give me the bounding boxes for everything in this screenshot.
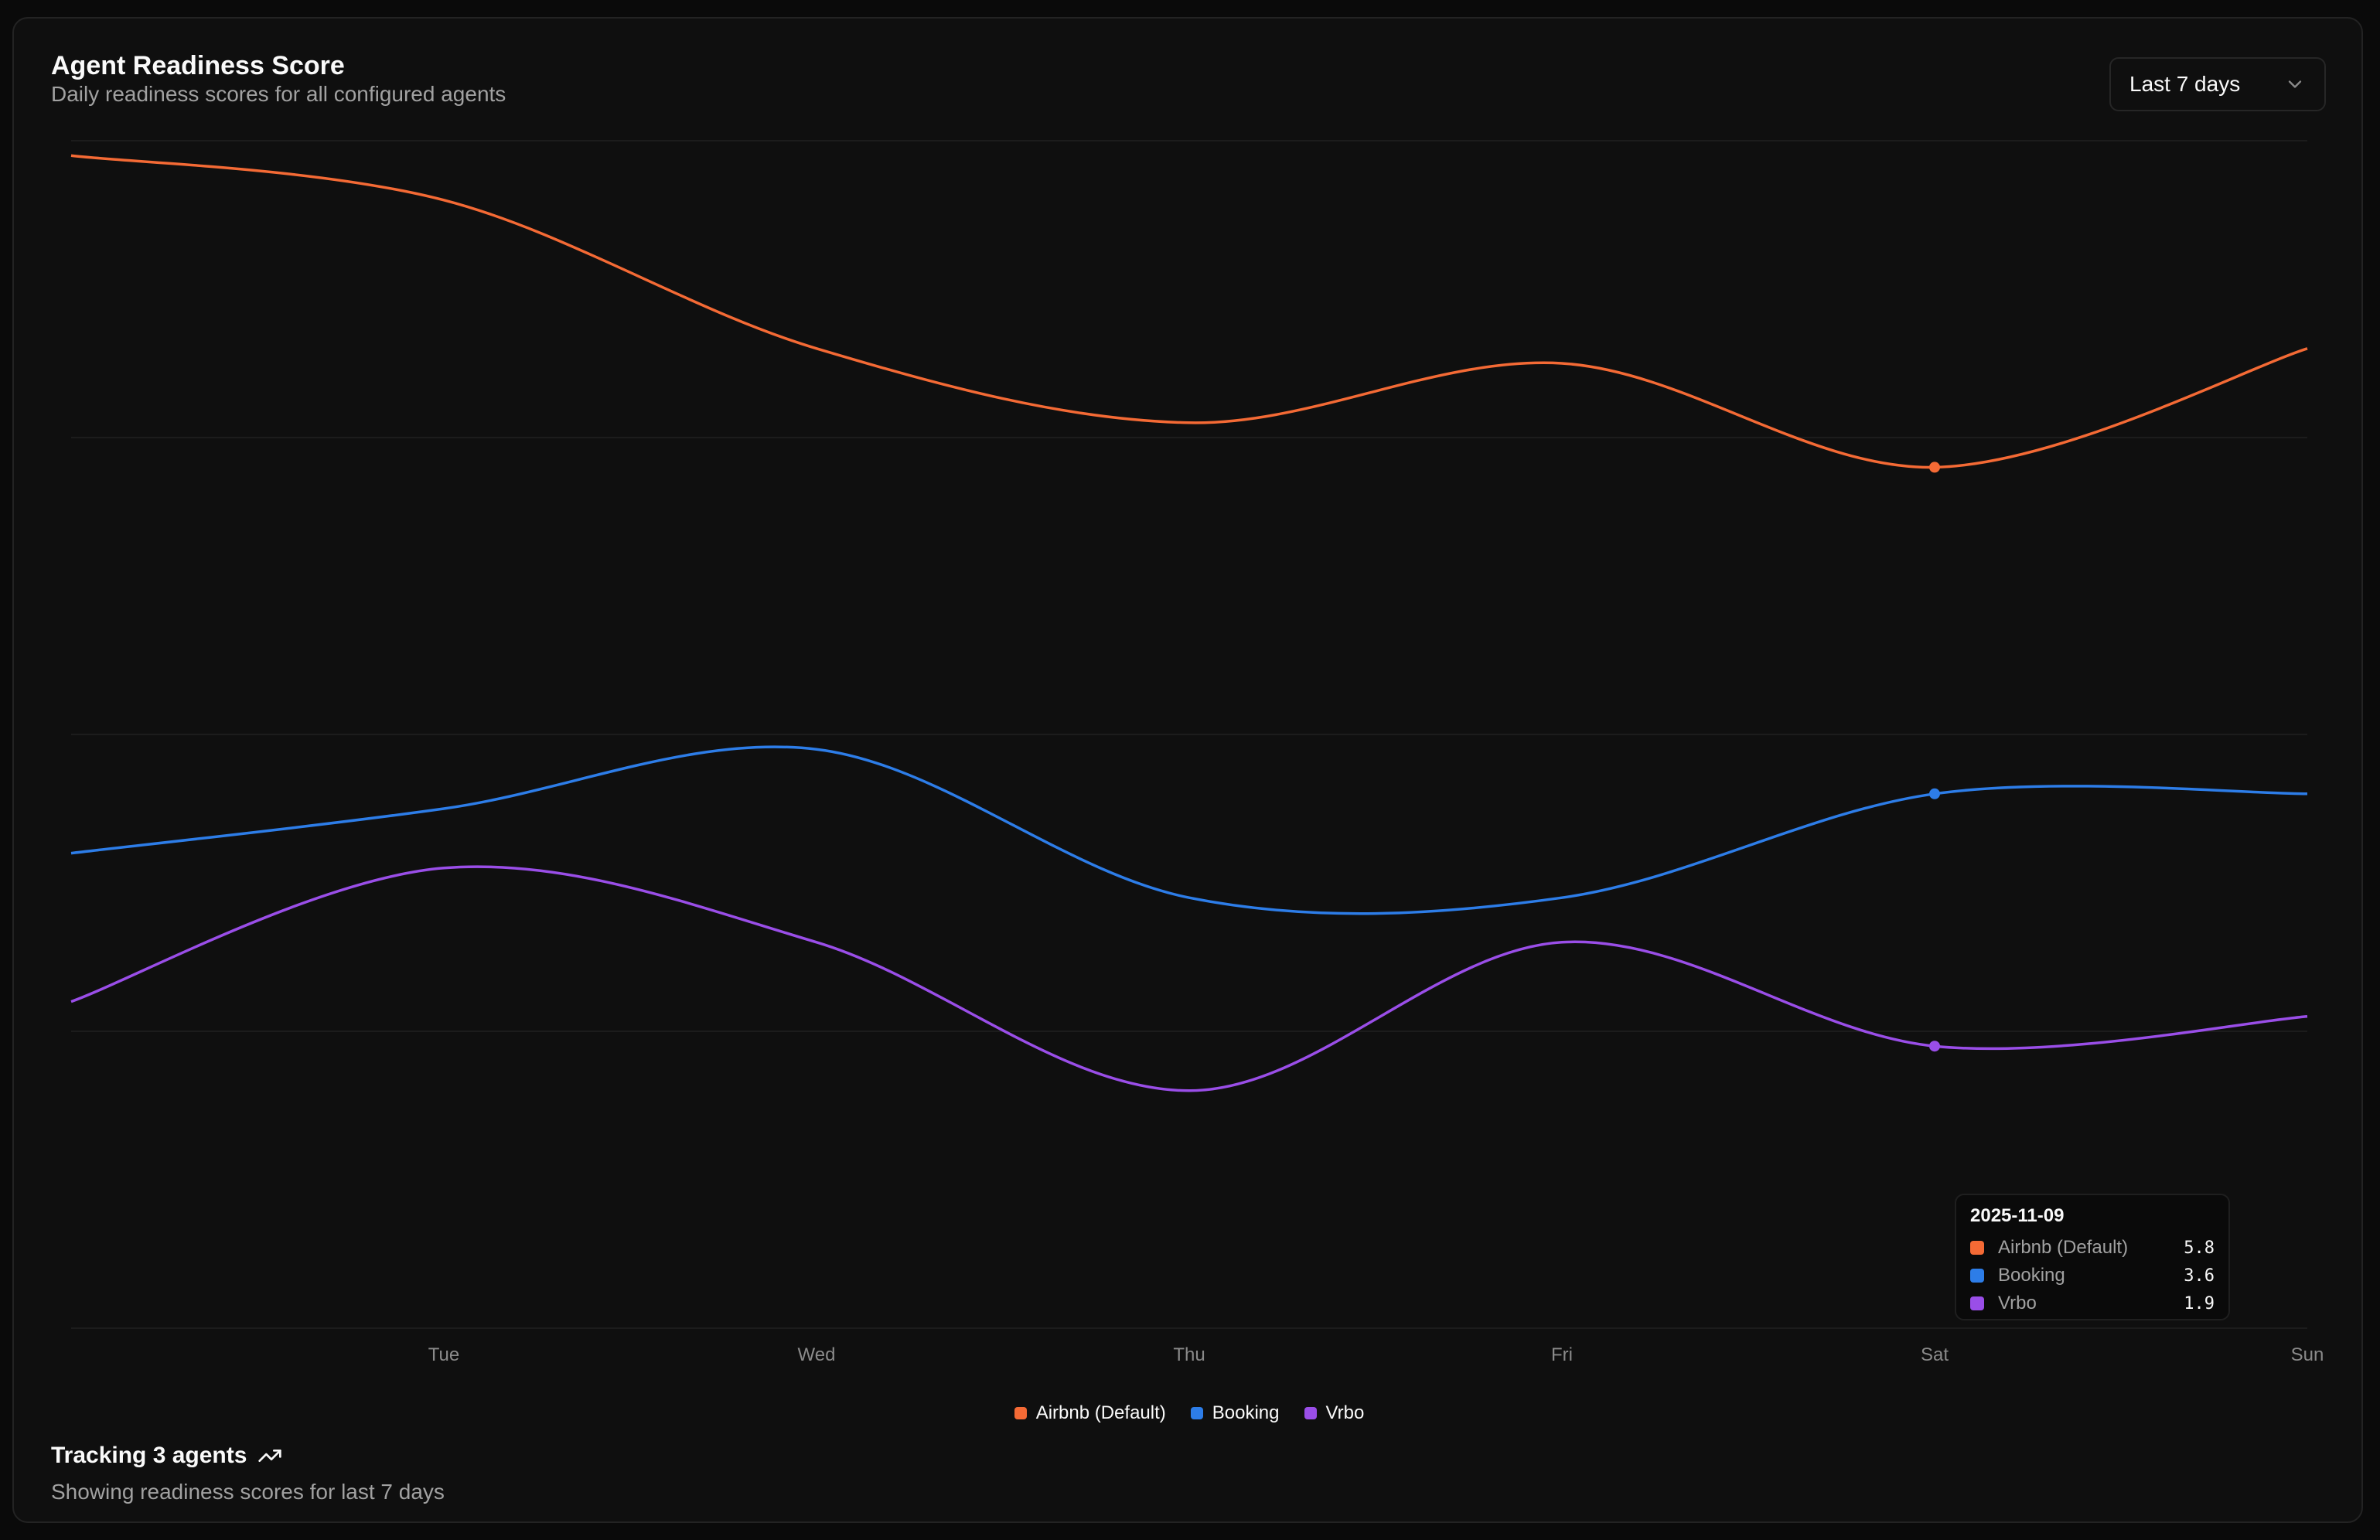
x-tick-label: Tue [428,1344,459,1365]
active-point [1929,1041,1940,1052]
series-swatch [1970,1296,1984,1310]
x-tick-label: Sun [2291,1344,2324,1365]
series-swatch [1970,1241,1984,1255]
active-points [1929,462,1940,1052]
x-tick-label: Wed [798,1344,836,1365]
x-tick-label: Sat [1921,1344,1949,1365]
tooltip-series-name: Airbnb (Default) [1998,1237,2129,1258]
tooltip-row: Airbnb (Default) 5.8 [1970,1234,2215,1262]
active-point [1929,788,1940,799]
legend-item-booking[interactable]: Booking [1190,1402,1280,1424]
x-axis-ticks: Tue Wed Thu Fri Sat Sun [428,1344,2324,1365]
footer-subtext: Showing readiness scores for last 7 days [51,1480,445,1504]
time-range-select[interactable]: Last 7 days [2109,57,2326,111]
series-line [70,745,2308,915]
tooltip-series-value: 1.9 [2184,1293,2215,1313]
tooltip-row: Booking 3.6 [1970,1262,2215,1290]
x-tick-label: Fri [1551,1344,1573,1365]
chart-legend: Airbnb (Default) Booking Vrbo [14,1402,2365,1424]
series-line [70,865,2308,1092]
x-tick-label: Thu [1173,1344,1205,1365]
card-subtitle: Daily readiness scores for all configure… [51,82,506,106]
time-range-value: Last 7 days [2129,72,2241,96]
active-point [1929,462,1940,473]
card-title: Agent Readiness Score [51,51,345,80]
series-lines [70,154,2308,1092]
trending-up-icon [258,1450,282,1462]
legend-swatch [1190,1407,1203,1419]
series-line [70,154,2308,469]
legend-label: Vrbo [1325,1402,1365,1423]
tooltip-series-value: 3.6 [2184,1266,2215,1286]
legend-label: Airbnb (Default) [1035,1402,1166,1423]
tooltip-row: Vrbo 1.9 [1970,1290,2215,1317]
legend-item-airbnb[interactable]: Airbnb (Default) [1014,1402,1166,1424]
legend-swatch [1304,1407,1317,1419]
chevron-down-icon [2288,80,2302,88]
footer-headline: Tracking 3 agents [51,1443,282,1469]
series-swatch [1970,1269,1984,1283]
footer-headline-text: Tracking 3 agents [51,1443,247,1468]
legend-item-vrbo[interactable]: Vrbo [1304,1402,1365,1424]
legend-swatch [1014,1407,1027,1419]
tooltip-date: 2025-11-09 [1970,1205,2065,1226]
line-chart[interactable]: Tue Wed Thu Fri Sat Sun [14,19,2365,1402]
readiness-card: Agent Readiness Score Daily readiness sc… [12,17,2363,1523]
chart-tooltip: 2025-11-09 Airbnb (Default) 5.8 Booking … [1955,1194,2230,1320]
tooltip-series-name: Vrbo [1998,1293,2037,1313]
tooltip-series-name: Booking [1998,1265,2065,1286]
tooltip-series-value: 5.8 [2184,1238,2215,1258]
grid-lines [71,140,2307,1329]
legend-label: Booking [1212,1402,1280,1423]
